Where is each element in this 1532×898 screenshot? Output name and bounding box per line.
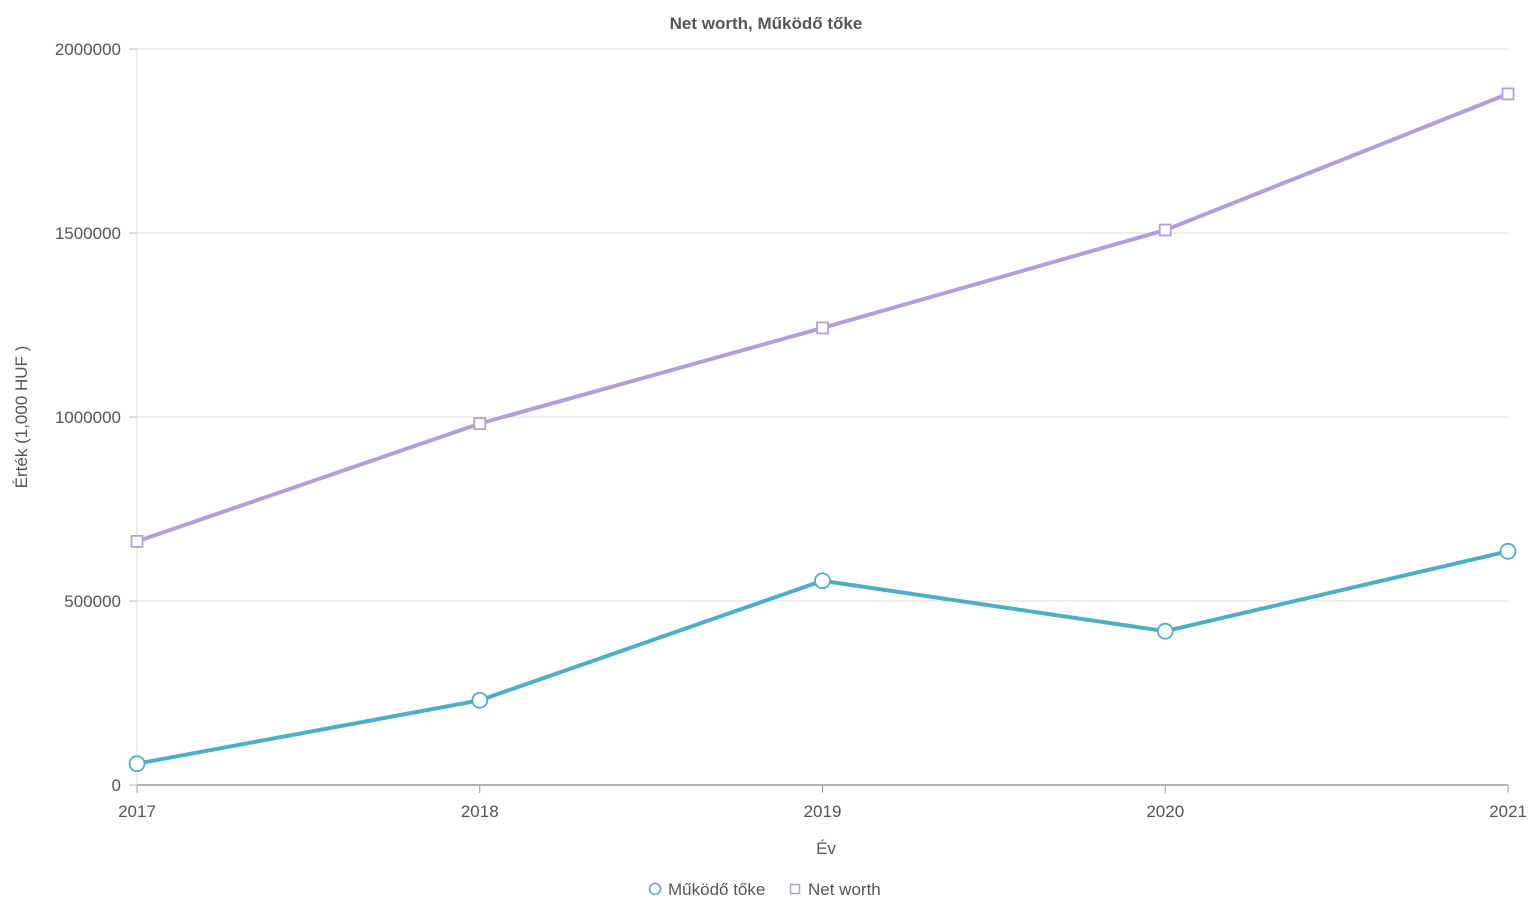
y-tick-label: 2000000 xyxy=(55,40,121,59)
series-line xyxy=(135,91,1510,544)
y-axis-title: Érték (1,000 HUF ) xyxy=(12,346,31,489)
y-tick-label: 500000 xyxy=(64,592,121,611)
y-tick-label: 1500000 xyxy=(55,224,121,243)
y-tick-label: 1000000 xyxy=(55,408,121,427)
x-tick-label: 2021 xyxy=(1489,802,1527,821)
x-axis-ticks: 2017 2018 2019 2020 2021 xyxy=(118,785,1527,821)
data-point[interactable] xyxy=(471,691,489,709)
data-point[interactable] xyxy=(130,534,144,548)
y-axis-ticks: 0 500000 1000000 1500000 2000000 xyxy=(55,40,137,795)
data-point[interactable] xyxy=(814,572,831,590)
x-tick-label: 2020 xyxy=(1146,802,1184,821)
legend[interactable]: Működő tőke Net worth xyxy=(648,880,881,898)
y-tick-label: 0 xyxy=(112,776,121,795)
grid xyxy=(136,48,1508,785)
data-point[interactable] xyxy=(128,755,146,773)
legend-item[interactable]: Működő tőke xyxy=(648,880,766,898)
data-point[interactable] xyxy=(1158,223,1172,237)
legend-circle-icon xyxy=(648,882,662,896)
chart-title: Net worth, Működő tőke xyxy=(670,14,863,33)
legend-label: Net worth xyxy=(808,880,881,898)
x-tick-label: 2018 xyxy=(461,802,499,821)
data-point[interactable] xyxy=(1499,542,1517,560)
legend-item[interactable]: Net worth xyxy=(789,880,881,898)
data-point[interactable] xyxy=(816,321,829,335)
series-1 xyxy=(130,87,1515,548)
data-point[interactable] xyxy=(1501,87,1515,101)
series-layer xyxy=(128,87,1517,773)
x-axis-title: Év xyxy=(816,839,836,858)
data-point[interactable] xyxy=(1156,622,1174,640)
x-tick-label: 2019 xyxy=(804,802,842,821)
legend-label: Működő tőke xyxy=(668,880,765,898)
legend-square-icon xyxy=(789,883,801,895)
data-point[interactable] xyxy=(473,417,487,431)
x-tick-label: 2017 xyxy=(118,802,156,821)
series-0 xyxy=(128,542,1517,773)
